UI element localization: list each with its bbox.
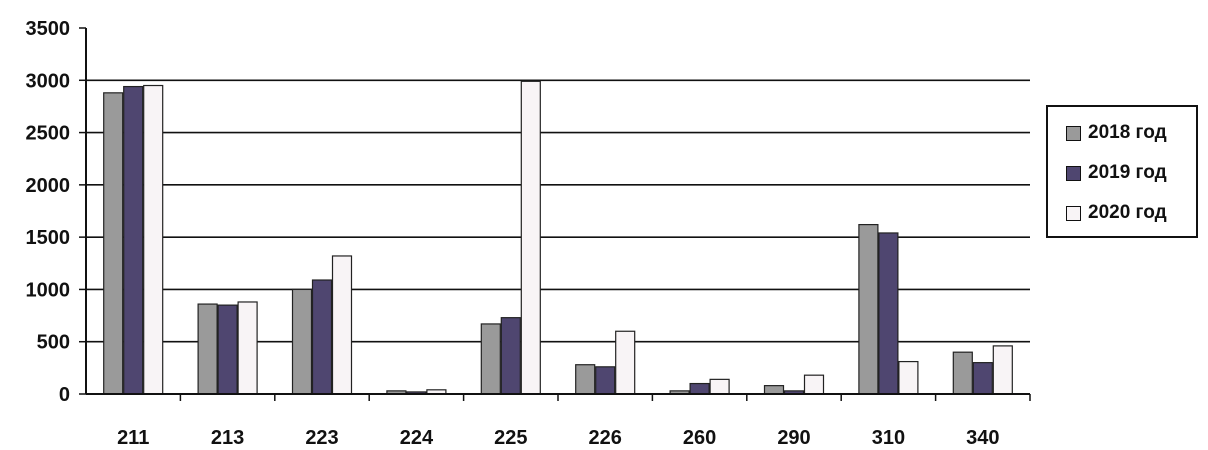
- x-tick-label: 213: [211, 427, 244, 449]
- y-tick-labels: 0 500 1000 1500 2000 2500 3000 3500: [26, 18, 71, 406]
- x-tick-label: 224: [400, 427, 434, 449]
- bar-2018-год-340: [952, 351, 973, 395]
- legend-label-2019: 2019 год: [1088, 162, 1167, 183]
- x-tick-label: 340: [966, 427, 999, 449]
- legend-swatch-2019: [1066, 165, 1081, 181]
- bar-2018-год-211: [103, 92, 124, 395]
- bar-chart: 0 500 1000 1500 2000 2500 3000 3500 211 213 223 22…: [26, 18, 1031, 449]
- x-tick-label: 260: [683, 427, 716, 449]
- bar-2019-год-310: [878, 232, 899, 395]
- bar-2020-год-211: [143, 84, 164, 395]
- x-tick-label: 310: [872, 427, 905, 449]
- y-tick-label: 2500: [26, 123, 71, 145]
- bar-2020-год-260: [709, 378, 730, 395]
- x-tick-label: 223: [305, 427, 338, 449]
- y-tick-label: 500: [37, 332, 70, 354]
- x-tick-label: 226: [589, 427, 622, 449]
- legend-label-2020: 2020 год: [1088, 202, 1167, 223]
- y-tick-label: 2000: [26, 175, 71, 197]
- bars: [103, 80, 1013, 395]
- bar-2019-год-260: [689, 382, 710, 395]
- legend-item-2020: 2020 год: [1066, 201, 1167, 225]
- bar-2020-год-310: [898, 360, 919, 395]
- bar-2020-год-223: [331, 255, 353, 395]
- bar-2020-год-226: [615, 330, 636, 395]
- bar-2019-год-211: [123, 85, 144, 395]
- legend-swatch-2018: [1066, 125, 1081, 141]
- y-tick-label: 1500: [26, 227, 71, 249]
- y-tick-label: 1000: [26, 279, 71, 301]
- legend: 2018 год 2019 год 2020 год: [1046, 105, 1198, 238]
- bar-2019-год-226: [595, 366, 616, 395]
- bar-2020-год-340: [992, 345, 1013, 395]
- y-tick-label: 3000: [26, 70, 71, 92]
- bar-2018-год-226: [575, 364, 596, 395]
- x-tick-label: 225: [494, 427, 527, 449]
- x-tick-label: 290: [777, 427, 810, 449]
- bar-2018-год-223: [291, 288, 313, 395]
- bar-2018-год-290: [763, 385, 785, 395]
- legend-swatch-2020: [1066, 205, 1081, 221]
- bar-2018-год-310: [858, 223, 879, 395]
- bar-2020-год-213: [237, 301, 258, 395]
- bar-2019-год-340: [972, 362, 993, 395]
- legend-label-2018: 2018 год: [1088, 122, 1167, 143]
- x-tick-label: 211: [117, 427, 149, 449]
- bar-2020-год-225: [520, 80, 541, 395]
- y-tick-label: 0: [59, 384, 70, 406]
- x-tick-labels: 211 213 223 224 225 226 260 290 310 340: [117, 427, 999, 449]
- axes: [79, 27, 1031, 401]
- bar-2018-год-225: [480, 323, 501, 395]
- y-tick-label: 3500: [26, 18, 71, 40]
- bar-2018-год-213: [197, 303, 218, 395]
- bar-2019-год-213: [217, 304, 238, 395]
- bar-2020-год-290: [803, 374, 825, 395]
- bar-2019-год-225: [500, 317, 521, 395]
- legend-item-2018: 2018 год: [1066, 121, 1167, 145]
- bar-2019-год-223: [311, 279, 333, 395]
- legend-item-2019: 2019 год: [1066, 161, 1167, 185]
